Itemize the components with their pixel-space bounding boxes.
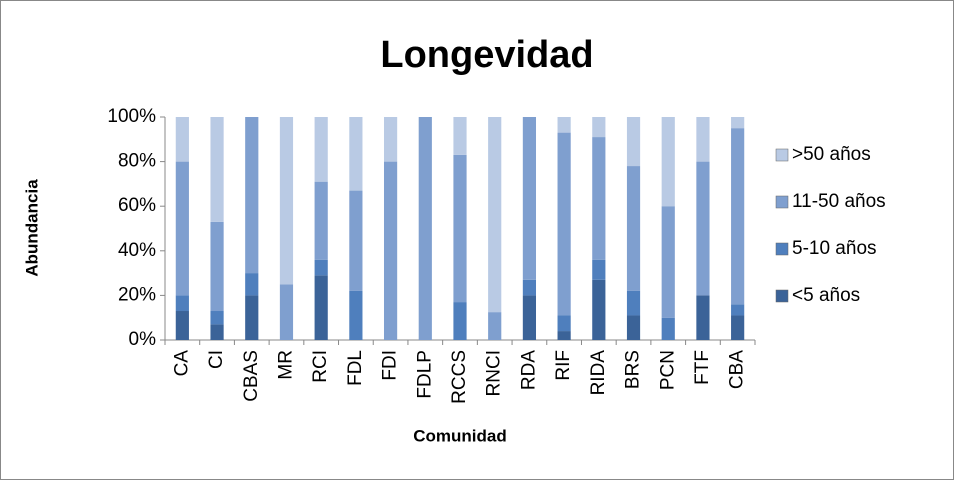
x-tick-label: RCI bbox=[310, 350, 331, 383]
bar-segment bbox=[349, 117, 363, 191]
y-tick-label: 40% bbox=[118, 240, 156, 261]
bar-segment bbox=[383, 161, 398, 340]
bar-segment bbox=[349, 190, 363, 291]
bar-segment bbox=[175, 295, 189, 312]
legend-label: >50 años bbox=[792, 144, 871, 165]
bar-segment bbox=[626, 166, 641, 291]
bar-segment bbox=[453, 302, 467, 340]
x-axis-label: Comunidad bbox=[413, 426, 507, 445]
x-tick-label: BRS bbox=[623, 350, 644, 389]
bar-segment bbox=[418, 117, 432, 340]
bar-segment bbox=[175, 117, 189, 162]
bar-segment bbox=[661, 117, 675, 207]
y-axis-label: Abundancia bbox=[22, 179, 41, 277]
bar-segment bbox=[314, 117, 328, 182]
y-tick-label: 20% bbox=[118, 284, 156, 305]
bar-segment bbox=[314, 259, 328, 276]
bar-segment bbox=[557, 132, 571, 316]
x-tick-label: RIF bbox=[553, 350, 574, 381]
y-tick-label: 100% bbox=[107, 106, 156, 127]
bar-segment bbox=[210, 221, 224, 312]
bar-segment bbox=[661, 317, 675, 340]
x-tick-label: FDI bbox=[380, 350, 401, 381]
x-tick-label: MR bbox=[275, 350, 296, 380]
x-tick-label: CA bbox=[171, 350, 192, 377]
bar-segment bbox=[279, 117, 294, 285]
bar-segment bbox=[175, 311, 189, 340]
bar-segment bbox=[731, 128, 745, 305]
legend-swatch bbox=[775, 242, 789, 256]
bar-segment bbox=[557, 331, 571, 340]
bar-segment bbox=[661, 206, 675, 318]
bar-segment bbox=[453, 117, 467, 155]
bar-segment bbox=[522, 117, 537, 280]
bar-segment bbox=[592, 117, 606, 138]
y-tick-label: 0% bbox=[129, 329, 157, 350]
bar-segment bbox=[696, 161, 710, 296]
bar-segment bbox=[349, 290, 363, 340]
bar-segment bbox=[626, 117, 641, 167]
x-tick-label: RDA bbox=[518, 350, 539, 390]
legend-label: 11-50 años bbox=[792, 191, 886, 212]
bar-segment bbox=[245, 273, 259, 296]
bar-segment bbox=[245, 295, 259, 340]
bar-segment bbox=[314, 275, 328, 340]
bar-segment bbox=[557, 315, 571, 332]
chart-title: Longevidad bbox=[380, 34, 593, 76]
bar-segment bbox=[696, 117, 710, 162]
bar-segment bbox=[592, 279, 606, 340]
x-tick-label: FDL bbox=[345, 350, 366, 386]
bar-segment bbox=[488, 312, 502, 340]
x-tick-label: RNCI bbox=[484, 350, 505, 396]
bar-segment bbox=[383, 117, 398, 162]
x-tick-label: CBA bbox=[727, 350, 748, 389]
x-tick-label: FDLP bbox=[414, 350, 435, 399]
bar-segment bbox=[731, 304, 745, 316]
bar-segment bbox=[314, 181, 328, 260]
bar-segment bbox=[592, 259, 606, 280]
y-tick-label: 80% bbox=[118, 151, 156, 172]
bar-segment bbox=[557, 117, 571, 133]
legend-label: <5 años bbox=[792, 285, 860, 306]
bar-segment bbox=[626, 315, 641, 340]
bar-segment bbox=[522, 295, 537, 340]
bar-segment bbox=[696, 295, 710, 340]
bar-segment bbox=[210, 324, 224, 340]
x-tick-label: CBAS bbox=[241, 350, 262, 402]
bar-segment bbox=[210, 117, 224, 222]
x-tick-label: CI bbox=[206, 350, 227, 369]
bar-segment bbox=[175, 161, 189, 296]
bar-segment bbox=[210, 311, 224, 325]
x-tick-label: RIDA bbox=[588, 350, 609, 396]
x-tick-label: FTF bbox=[692, 350, 713, 385]
bar-segment bbox=[592, 137, 606, 260]
bar-segment bbox=[731, 117, 745, 129]
bar-segment bbox=[731, 315, 745, 340]
bar-segment bbox=[626, 290, 641, 316]
bar-segment bbox=[488, 117, 502, 313]
y-tick-label: 60% bbox=[118, 195, 156, 216]
bar-segment bbox=[279, 284, 294, 340]
x-tick-label: RCCS bbox=[449, 350, 470, 404]
bar-segment bbox=[245, 117, 259, 274]
bar-segment bbox=[453, 154, 467, 303]
legend-swatch bbox=[775, 289, 789, 303]
x-tick-label: PCN bbox=[657, 350, 678, 390]
bar-segment bbox=[522, 279, 537, 296]
legend-swatch bbox=[775, 195, 789, 209]
legend-swatch bbox=[775, 148, 789, 162]
legend-label: 5-10 años bbox=[792, 238, 877, 259]
